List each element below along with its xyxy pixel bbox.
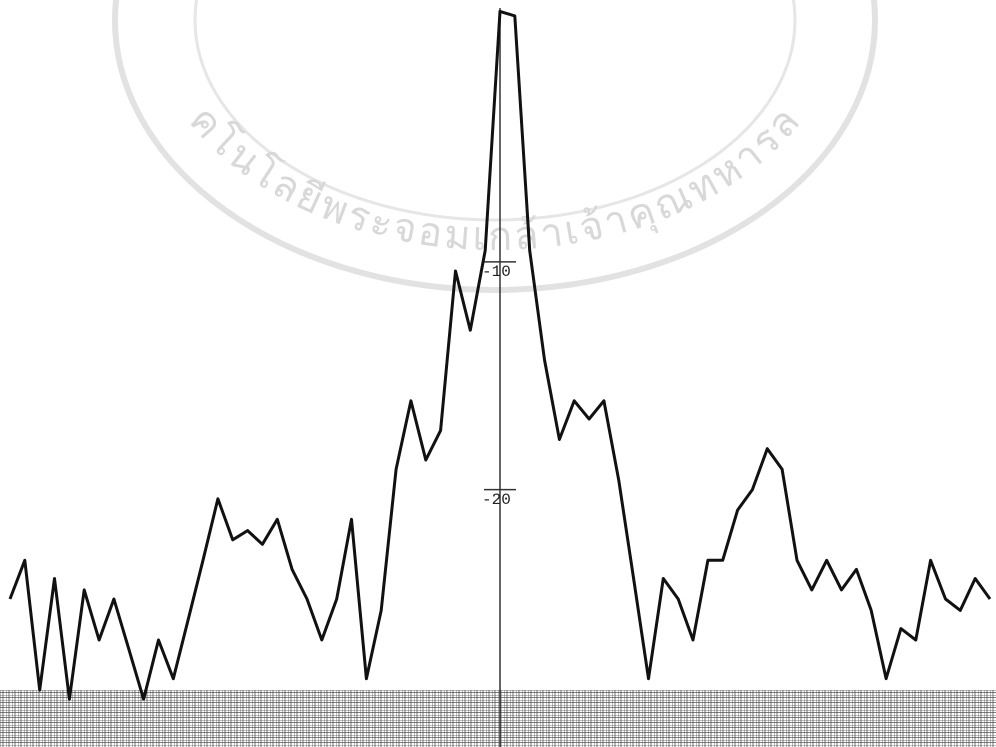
- watermark-path: คโนโลยีพระจอมเกล้าเจ้าคุณทหารล: [180, 97, 808, 260]
- watermark-text: คโนโลยีพระจอมเกล้าเจ้าคุณทหารล: [180, 97, 810, 260]
- trace: [8, 9, 992, 701]
- noise-floor: [0, 690, 996, 747]
- watermark: คโนโลยีพระจอมเกล้าเจ้าคุณทหารล: [112, 0, 878, 293]
- y-tick-label: -10: [482, 263, 511, 281]
- y-tick-label: -20: [482, 491, 511, 509]
- plot: -10 -20: [8, 9, 992, 701]
